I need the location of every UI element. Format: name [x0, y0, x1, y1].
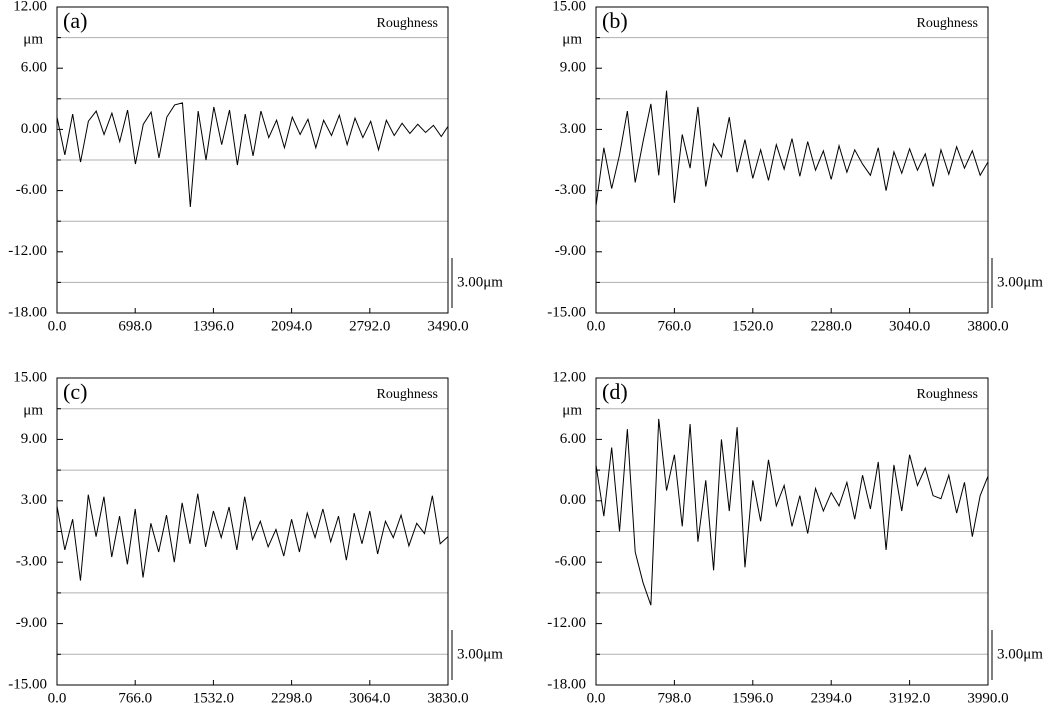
plot-frame [595, 6, 989, 314]
y-tick-label: 12.00 [13, 0, 47, 14]
x-tick-label: 2298.0 [271, 690, 312, 706]
profile-line [595, 90, 989, 206]
plot-frame [56, 6, 449, 314]
y-tick-label: 0.00 [21, 121, 47, 137]
y-tick-label: -12.00 [547, 615, 586, 631]
x-tick-label: 3040.0 [889, 318, 930, 334]
scale-bar-label: 3.00μm [997, 646, 1043, 662]
y-unit-label: μm [562, 31, 582, 47]
panel-label: (b) [602, 8, 628, 33]
x-tick-label: 798.0 [658, 690, 692, 706]
panel-label: (d) [602, 379, 628, 404]
y-tick-label: -3.00 [16, 554, 47, 570]
y-tick-label: 6.00 [21, 60, 47, 76]
x-tick-label: 3830.0 [427, 690, 468, 706]
y-tick-label: 9.00 [560, 60, 586, 76]
y-tick-label: 12.00 [552, 369, 586, 385]
panel-label: (c) [63, 379, 87, 404]
x-tick-label: 3192.0 [889, 690, 930, 706]
x-tick-label: 1596.0 [732, 690, 773, 706]
x-tick-label: 766.0 [118, 690, 152, 706]
y-unit-label: μm [23, 31, 43, 47]
x-tick-label: 760.0 [658, 318, 692, 334]
legend-entry: Roughness [917, 16, 978, 31]
plot-frame [56, 377, 449, 686]
x-tick-label: 1532.0 [193, 690, 234, 706]
x-tick-label: 0.0 [587, 690, 606, 706]
profile-line [56, 102, 449, 207]
scale-bar-label: 3.00μm [457, 274, 503, 290]
profile-line [56, 493, 449, 581]
y-tick-label: -15.00 [547, 304, 586, 320]
x-tick-label: 2394.0 [811, 690, 852, 706]
legend-entry: Roughness [377, 387, 438, 402]
x-tick-label: 0.0 [48, 318, 67, 334]
y-tick-label: -9.00 [555, 243, 586, 259]
x-tick-label: 3990.0 [967, 690, 1008, 706]
y-tick-label: -18.00 [547, 676, 586, 692]
x-tick-label: 3800.0 [967, 318, 1008, 334]
y-tick-label: 3.00 [560, 121, 586, 137]
x-tick-label: 698.0 [118, 318, 152, 334]
scale-bar-label: 3.00μm [457, 646, 503, 662]
scale-bar-label: 3.00μm [997, 274, 1043, 290]
y-tick-label: -6.00 [555, 554, 586, 570]
x-tick-label: 2792.0 [349, 318, 390, 334]
plot-frame [595, 377, 989, 686]
y-tick-label: 6.00 [560, 431, 586, 447]
y-unit-label: μm [23, 402, 43, 418]
x-tick-label: 2280.0 [811, 318, 852, 334]
y-tick-label: -6.00 [16, 182, 47, 198]
x-tick-label: 3490.0 [427, 318, 468, 334]
y-tick-label: -15.00 [8, 676, 47, 692]
y-tick-label: 3.00 [21, 492, 47, 508]
y-tick-label: -9.00 [16, 615, 47, 631]
y-tick-label: 0.00 [560, 492, 586, 508]
y-tick-label: -18.00 [8, 304, 47, 320]
y-tick-label: 15.00 [13, 369, 47, 385]
y-tick-label: 15.00 [552, 0, 586, 14]
legend-entry: Roughness [917, 387, 978, 402]
x-tick-label: 0.0 [587, 318, 606, 334]
panel-label: (a) [63, 8, 87, 33]
x-tick-label: 0.0 [48, 690, 67, 706]
profile-line [595, 418, 989, 606]
y-unit-label: μm [562, 402, 582, 418]
legend-entry: Roughness [377, 16, 438, 31]
y-tick-label: 9.00 [21, 431, 47, 447]
x-tick-label: 1520.0 [732, 318, 773, 334]
x-tick-label: 2094.0 [271, 318, 312, 334]
x-tick-label: 3064.0 [349, 690, 390, 706]
y-tick-label: -3.00 [555, 182, 586, 198]
x-tick-label: 1396.0 [193, 318, 234, 334]
y-tick-label: -12.00 [8, 243, 47, 259]
